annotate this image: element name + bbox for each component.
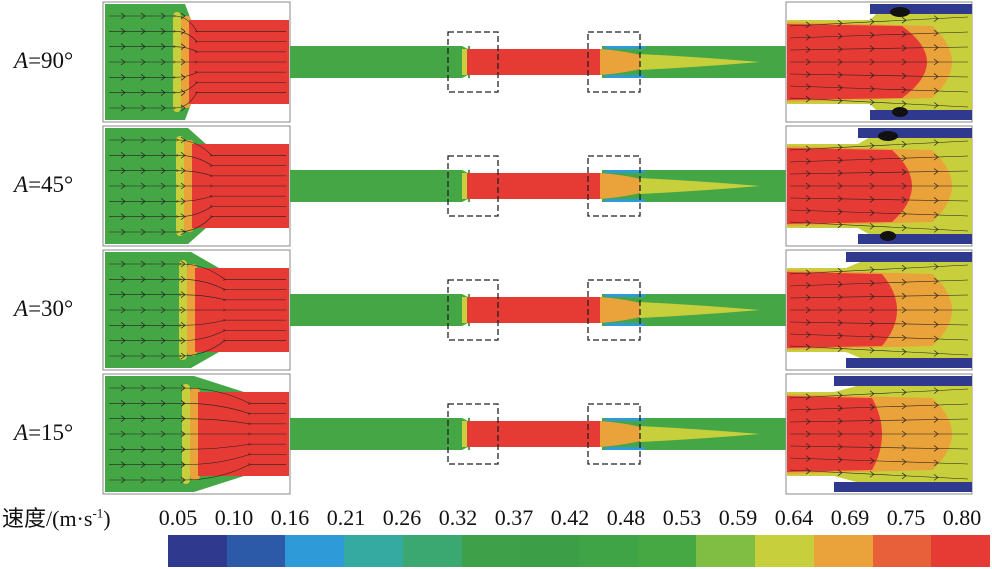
legend-tick-11: 0.64 <box>774 505 814 530</box>
row-30 <box>102 249 973 371</box>
angle-symbol: A <box>14 296 29 321</box>
legend-tick-5: 0.32 <box>438 505 478 530</box>
angle-value: =45° <box>28 172 74 197</box>
narrow-throat <box>467 297 602 323</box>
row-90 <box>102 1 973 123</box>
row-label-45: A=45° <box>14 172 109 198</box>
dashed-box-outlet <box>587 403 641 465</box>
legend-tick-8: 0.48 <box>606 505 646 530</box>
legend-color-3 <box>344 535 403 567</box>
legend-tick-9: 0.53 <box>662 505 702 530</box>
legend-tick-13: 0.75 <box>886 505 926 530</box>
dashed-box-inlet <box>447 31 499 93</box>
row-label-30: A=30° <box>14 296 109 322</box>
legend-tick-0: 0.05 <box>158 505 198 530</box>
legend-color-11 <box>813 535 873 567</box>
legend-color-12 <box>872 535 932 567</box>
legend-tick-4: 0.26 <box>382 505 422 530</box>
narrow-throat <box>467 173 602 199</box>
legend-color-9 <box>696 535 756 567</box>
angle-value: =30° <box>28 296 74 321</box>
legend-tick-1: 0.10 <box>214 505 254 530</box>
legend-tick-12: 0.69 <box>830 505 870 530</box>
legend-color-10 <box>755 535 814 567</box>
dashed-box-outlet <box>587 31 641 93</box>
angle-symbol: A <box>14 172 29 197</box>
legend-color-13 <box>931 535 991 567</box>
narrow-throat <box>467 421 602 447</box>
color-scale-bar <box>168 535 991 567</box>
dashed-box-outlet <box>587 155 641 217</box>
angle-symbol: A <box>14 420 29 445</box>
legend-color-8 <box>637 535 697 567</box>
legend-tick-labels: 0.05 0.10 0.16 0.21 0.26 0.32 0.37 0.42 0.48 0.53… <box>0 505 992 533</box>
narrow-throat <box>467 49 602 75</box>
angle-symbol: A <box>14 48 29 73</box>
legend-tick-6: 0.37 <box>494 505 534 530</box>
row-15 <box>102 373 973 495</box>
legend-color-0 <box>168 535 227 567</box>
legend-tick-7: 0.42 <box>550 505 590 530</box>
legend-color-5 <box>461 535 521 567</box>
legend-tick-2: 0.16 <box>270 505 310 530</box>
legend-tick-14: 0.80 <box>942 505 982 530</box>
legend-color-2 <box>285 535 345 567</box>
legend-tick-3: 0.21 <box>326 505 366 530</box>
row-label-90: A=90° <box>14 48 109 74</box>
legend-tick-10: 0.59 <box>718 505 758 530</box>
row-label-15: A=15° <box>14 420 109 446</box>
dashed-box-inlet <box>447 279 499 341</box>
legend-color-7 <box>579 535 638 567</box>
legend-color-1 <box>226 535 286 567</box>
flow-field-figure <box>102 1 973 495</box>
legend-color-6 <box>520 535 580 567</box>
dashed-box-inlet <box>447 403 499 465</box>
angle-value: =15° <box>28 420 74 445</box>
angle-value: =90° <box>28 48 74 73</box>
legend-title: 速度/(m·s-1) <box>2 505 111 531</box>
dashed-box-inlet <box>447 155 499 217</box>
dashed-box-outlet <box>587 279 641 341</box>
row-45 <box>102 125 973 247</box>
legend-color-4 <box>402 535 462 567</box>
